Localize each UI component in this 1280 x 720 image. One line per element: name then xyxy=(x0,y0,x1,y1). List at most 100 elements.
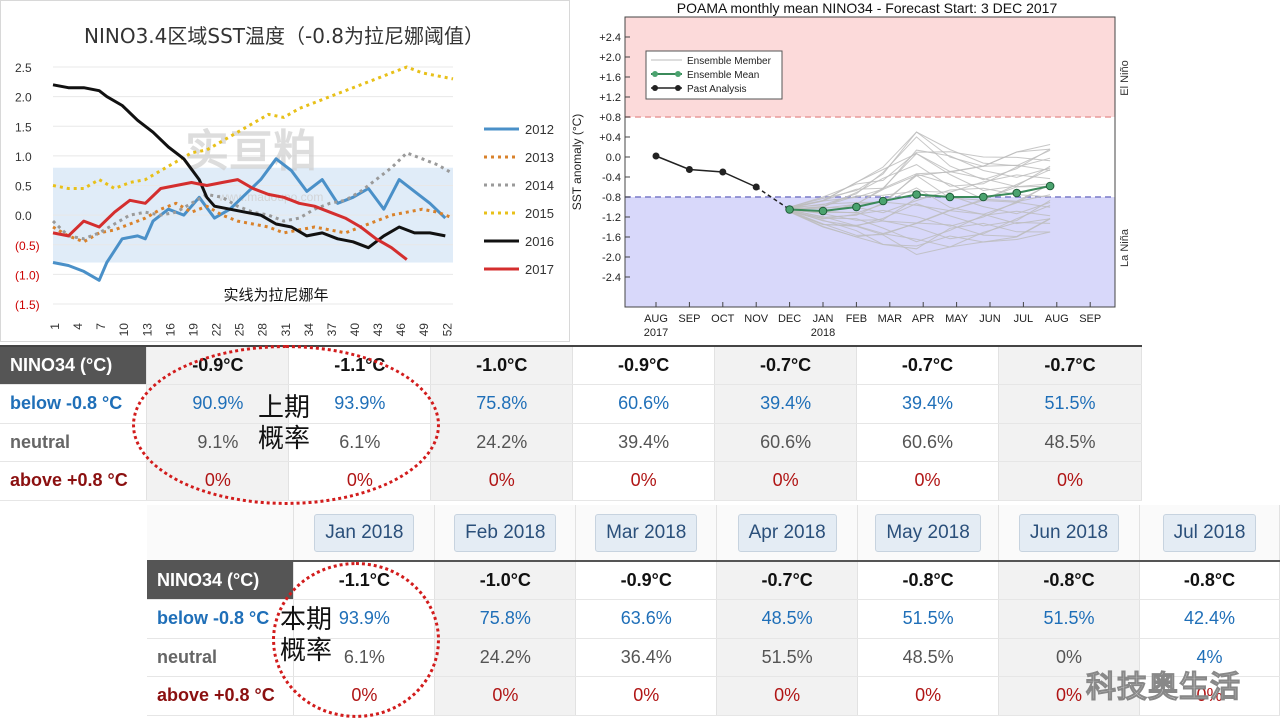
prob-cell: 36.4% xyxy=(575,638,718,677)
y-tick-label: 0.0 xyxy=(606,152,621,164)
note-line: 本期 xyxy=(280,605,333,635)
series-line-2015 xyxy=(52,65,454,190)
note-line: 概率 xyxy=(280,636,333,666)
prob-cell: 48.5% xyxy=(857,638,1000,677)
past-analysis-point xyxy=(685,166,693,173)
ensemble-member-line xyxy=(789,199,1051,227)
month-button[interactable]: May 2018 xyxy=(875,513,981,552)
poama-forecast-chart: POAMA monthly mean NINO34 - Forecast Sta… xyxy=(572,0,1132,342)
prob-cell: 0% xyxy=(434,676,577,716)
y-axis-label: SST anomaly (°C) xyxy=(572,114,584,211)
x-tick-label: APR xyxy=(912,313,935,325)
prob-cell: 4% xyxy=(1139,638,1280,677)
y-tick-label: +1.6 xyxy=(599,72,621,84)
legend-label-2014: 2014 xyxy=(525,178,554,193)
ensemble-mean-point xyxy=(852,202,861,212)
temperature-row: NINO34 (°C) -1.1°C -1.0°C -0.9°C -0.7°C … xyxy=(147,561,1280,600)
legend-marker-past xyxy=(652,85,658,91)
x-tick-label: 37 xyxy=(325,323,339,337)
month-cell: Jan 2018 xyxy=(293,505,436,562)
legend-label-2013: 2013 xyxy=(525,150,554,165)
past-analysis-point xyxy=(652,152,660,160)
la-nina-label: La Niña xyxy=(1119,228,1131,267)
series-line-2013 xyxy=(52,201,454,244)
x-tick-label: 46 xyxy=(394,323,408,337)
chart-title: NINO3.4区域SST温度（-0.8为拉尼娜阈值） xyxy=(84,24,484,48)
temp-cell: -0.7°C xyxy=(714,346,858,385)
month-cell: Apr 2018 xyxy=(716,505,859,562)
y-tick-label: +1.2 xyxy=(599,92,621,104)
legend-label-2015: 2015 xyxy=(525,206,554,221)
month-button[interactable]: Feb 2018 xyxy=(454,513,557,552)
month-button[interactable]: Jul 2018 xyxy=(1162,513,1257,552)
prob-cell: 0% xyxy=(572,461,716,501)
y-tick-label: -2.4 xyxy=(602,272,621,284)
neutral-row: neutral 6.1% 24.2% 36.4% 51.5% 48.5% 0% … xyxy=(147,638,1280,677)
ensemble-mean-point xyxy=(945,192,955,202)
month-cell: Jul 2018 xyxy=(1139,505,1280,562)
y-tick-label: (1.5) xyxy=(15,298,40,312)
x-tick-label: 43 xyxy=(371,323,385,337)
temp-cell: -1.1°C xyxy=(293,561,436,600)
y-tick-label: 1.5 xyxy=(15,120,32,134)
nino34-sst-chart: NINO3.4区域SST温度（-0.8为拉尼娜阈值） 2.5 2.0 1.5 1.0 0.… xyxy=(0,0,570,342)
y-tick-label: 1.0 xyxy=(15,150,32,164)
month-button[interactable]: Jan 2018 xyxy=(314,513,415,552)
x-year-label: 2017 xyxy=(644,327,668,339)
watermark-logo: 实亘粕 xyxy=(185,126,317,177)
ensemble-member-line xyxy=(789,131,1051,208)
month-button[interactable]: Mar 2018 xyxy=(595,513,698,552)
neutral-row: neutral 9.1% 6.1% 24.2% 39.4% 60.6% 60.6… xyxy=(0,423,1143,462)
prob-cell: 0% xyxy=(998,638,1140,677)
forecast-title: POAMA monthly mean NINO34 - Forecast Sta… xyxy=(677,0,1058,16)
legend-marker-mean xyxy=(652,71,658,77)
el-nino-label: El Niño xyxy=(1119,60,1131,95)
month-cell: May 2018 xyxy=(857,505,1000,562)
prob-cell: 48.5% xyxy=(716,599,859,639)
below-row: below -0.8 °C 93.9% 75.8% 63.6% 48.5% 51… xyxy=(147,599,1280,639)
month-row: Jan 2018 Feb 2018 Mar 2018 Apr 2018 May … xyxy=(147,505,1280,562)
x-tick-label: AUG xyxy=(1045,313,1069,325)
x-tick-label: JAN xyxy=(813,313,834,325)
x-tick-label: 19 xyxy=(186,323,200,337)
prob-cell: 9.1% xyxy=(146,423,290,462)
series-line-2014 xyxy=(51,151,454,241)
x-tick-label: AUG xyxy=(644,313,668,325)
x-tick-label: 7 xyxy=(94,323,108,330)
prob-cell: 75.8% xyxy=(430,384,574,424)
previous-probability-table: NINO34 (°C) -0.9°C -1.1°C -1.0°C -0.9°C … xyxy=(0,345,1143,501)
prob-cell: 0% xyxy=(714,461,858,501)
ensemble-mean-point xyxy=(1012,188,1022,198)
temperature-row: NINO34 (°C) -0.9°C -1.1°C -1.0°C -0.9°C … xyxy=(0,346,1143,385)
prob-cell: 0% xyxy=(998,461,1143,501)
above-row: above +0.8 °C 0% 0% 0% 0% 0% 0% 0% xyxy=(147,676,1280,716)
temp-cell: -0.8°C xyxy=(1139,561,1280,600)
past-analysis-point xyxy=(752,183,760,191)
x-tick-label: 34 xyxy=(302,323,316,337)
prob-cell: 60.6% xyxy=(572,384,716,424)
watermark-text: 科技奥生活 xyxy=(1086,670,1241,706)
poama-forecast-chart-svg: POAMA monthly mean NINO34 - Forecast Sta… xyxy=(572,0,1131,339)
x-tick-label: OCT xyxy=(711,313,735,325)
month-cell: Feb 2018 xyxy=(434,505,577,562)
x-tick-label: JUN xyxy=(979,313,1000,325)
prob-cell: 39.4% xyxy=(714,384,858,424)
past-analysis-line xyxy=(655,155,757,188)
temp-cell: -0.8°C xyxy=(857,561,1000,600)
y-tick-label: 0.5 xyxy=(15,180,32,194)
past-analysis-point xyxy=(719,168,727,176)
y-tick-label: +2.0 xyxy=(599,52,621,64)
ensemble-member-line xyxy=(789,211,1051,248)
prob-cell: 0% xyxy=(288,461,432,501)
watermark-url: www.madoupo.com xyxy=(218,190,324,204)
legend-marker-mean xyxy=(675,71,681,77)
temp-cell: -0.7°C xyxy=(998,346,1143,385)
legend-label-2017: 2017 xyxy=(525,262,554,277)
temp-cell: -0.8°C xyxy=(998,561,1140,600)
nino34-header: NINO34 (°C) xyxy=(147,561,295,600)
y-tick-label: -0.4 xyxy=(602,172,621,184)
prob-cell: 90.9% xyxy=(146,384,290,424)
month-button[interactable]: Apr 2018 xyxy=(737,513,837,552)
below-label: below -0.8 °C xyxy=(0,384,148,424)
month-button[interactable]: Jun 2018 xyxy=(1018,513,1120,552)
